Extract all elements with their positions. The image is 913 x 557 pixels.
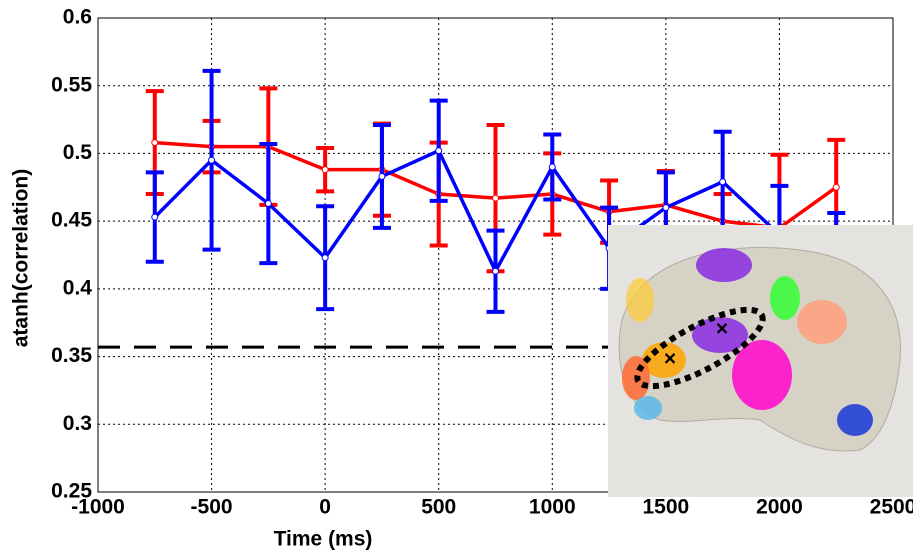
brain-inset: × × (608, 225, 913, 497)
x-axis-label: Time (ms) (274, 528, 373, 551)
y-tick-label: 0.3 (63, 412, 92, 435)
highlight-ellipse (634, 306, 766, 390)
region (770, 276, 800, 320)
point (548, 163, 556, 171)
region (837, 404, 873, 436)
marker-x: × (664, 348, 676, 371)
x-tick-label: 1500 (642, 496, 689, 519)
x-tick-label: 1000 (529, 496, 576, 519)
marker-x: × (716, 318, 728, 341)
y-tick-label: 0.5 (63, 141, 93, 164)
y-tick-label: 0.45 (51, 209, 92, 232)
x-tick-label: -1000 (71, 496, 125, 519)
region (696, 248, 752, 282)
y-tick-label: 0.6 (63, 6, 92, 29)
region (692, 317, 748, 353)
y-axis-label: atanh(correlation) (10, 169, 33, 348)
point (832, 183, 840, 191)
y-tick-label: 0.25 (51, 480, 92, 503)
point (264, 200, 272, 208)
x-tick-label: 500 (421, 496, 456, 519)
y-tick-label: 0.4 (63, 276, 93, 299)
x-tick-label: 2500 (870, 496, 913, 519)
point (151, 213, 159, 221)
region (732, 340, 792, 410)
region (634, 396, 662, 420)
point (492, 194, 499, 202)
point (492, 267, 499, 275)
y-tick-label: 0.35 (51, 344, 92, 367)
region (797, 300, 847, 344)
point (321, 254, 329, 262)
point (662, 204, 670, 212)
point (435, 147, 443, 155)
point (719, 178, 727, 186)
x-tick-label: 2000 (756, 496, 803, 519)
point (321, 166, 329, 174)
point (378, 172, 386, 180)
point (151, 139, 159, 147)
point (208, 156, 216, 164)
region (626, 278, 654, 322)
x-tick-label: 0 (319, 496, 331, 519)
x-tick-label: -500 (191, 496, 233, 519)
y-tick-label: 0.55 (51, 73, 92, 96)
